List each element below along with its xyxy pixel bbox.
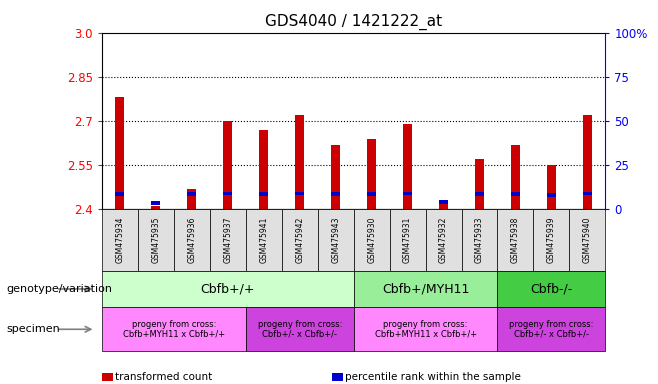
Bar xyxy=(475,192,484,196)
Text: genotype/variation: genotype/variation xyxy=(7,284,113,294)
Bar xyxy=(223,121,232,209)
Bar xyxy=(511,144,520,209)
Text: GSM475940: GSM475940 xyxy=(583,217,592,263)
Text: GSM475934: GSM475934 xyxy=(115,217,124,263)
Bar xyxy=(223,192,232,195)
Bar xyxy=(511,192,520,196)
Text: GSM475936: GSM475936 xyxy=(188,217,196,263)
Bar xyxy=(367,192,376,196)
Text: GSM475941: GSM475941 xyxy=(259,217,268,263)
Title: GDS4040 / 1421222_at: GDS4040 / 1421222_at xyxy=(265,14,442,30)
Bar xyxy=(151,206,161,209)
Bar xyxy=(403,124,412,209)
Text: GSM475942: GSM475942 xyxy=(295,217,304,263)
Bar xyxy=(547,165,556,209)
Bar xyxy=(151,201,161,205)
Text: GSM475943: GSM475943 xyxy=(331,217,340,263)
Bar xyxy=(367,139,376,209)
Text: Cbfb+/+: Cbfb+/+ xyxy=(201,283,255,295)
Text: progeny from cross:
Cbfb+/- x Cbfb+/-: progeny from cross: Cbfb+/- x Cbfb+/- xyxy=(257,319,342,339)
Bar xyxy=(259,192,268,196)
Bar xyxy=(403,192,412,195)
Text: GSM475930: GSM475930 xyxy=(367,217,376,263)
Bar xyxy=(295,115,304,209)
Text: transformed count: transformed count xyxy=(115,372,213,382)
Text: Cbfb-/-: Cbfb-/- xyxy=(530,283,572,295)
Bar xyxy=(115,98,124,209)
Text: GSM475937: GSM475937 xyxy=(223,217,232,263)
Bar xyxy=(115,192,124,196)
Text: GSM475935: GSM475935 xyxy=(151,217,161,263)
Bar xyxy=(583,115,592,209)
Text: GSM475938: GSM475938 xyxy=(511,217,520,263)
Bar xyxy=(331,144,340,209)
Text: GSM475939: GSM475939 xyxy=(547,217,556,263)
Text: GSM475931: GSM475931 xyxy=(403,217,412,263)
Bar xyxy=(547,194,556,197)
Bar xyxy=(439,200,448,209)
Bar xyxy=(188,189,196,209)
Text: GSM475932: GSM475932 xyxy=(439,217,448,263)
Bar xyxy=(259,130,268,209)
Bar xyxy=(331,192,340,196)
Text: progeny from cross:
Cbfb+MYH11 x Cbfb+/+: progeny from cross: Cbfb+MYH11 x Cbfb+/+ xyxy=(123,319,225,339)
Text: progeny from cross:
Cbfb+/- x Cbfb+/-: progeny from cross: Cbfb+/- x Cbfb+/- xyxy=(509,319,594,339)
Bar xyxy=(295,192,304,195)
Bar xyxy=(439,200,448,204)
Text: progeny from cross:
Cbfb+MYH11 x Cbfb+/+: progeny from cross: Cbfb+MYH11 x Cbfb+/+ xyxy=(374,319,476,339)
Bar xyxy=(188,192,196,196)
Text: GSM475933: GSM475933 xyxy=(475,217,484,263)
Text: specimen: specimen xyxy=(7,324,61,334)
Bar xyxy=(583,192,592,195)
Text: percentile rank within the sample: percentile rank within the sample xyxy=(345,372,521,382)
Bar xyxy=(475,159,484,209)
Text: Cbfb+/MYH11: Cbfb+/MYH11 xyxy=(382,283,469,295)
